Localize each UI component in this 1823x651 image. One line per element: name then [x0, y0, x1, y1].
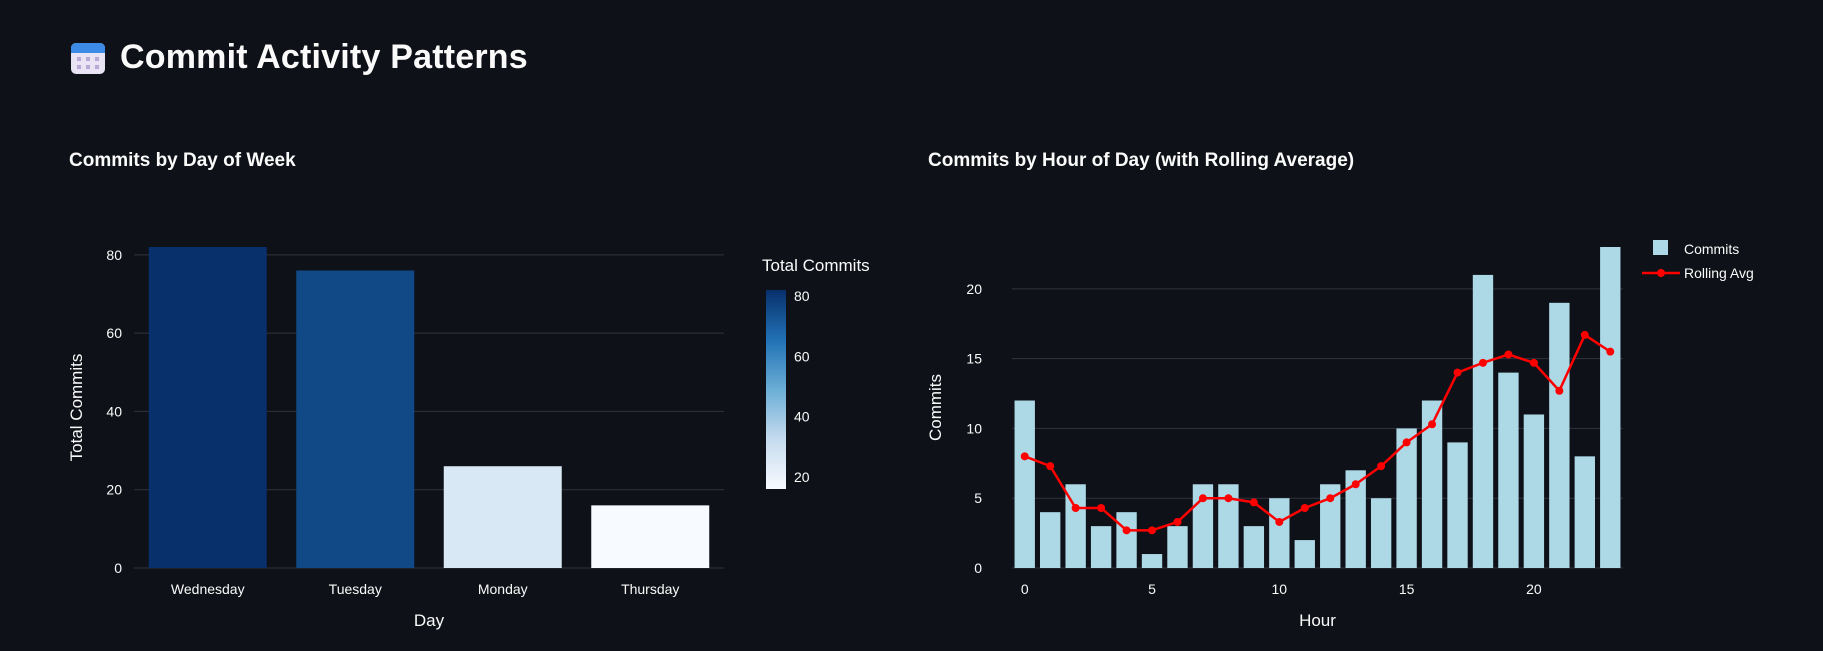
rolling-avg-point: [1326, 494, 1335, 503]
y-tick-label: 80: [106, 247, 122, 263]
bar-hour-23: [1600, 247, 1621, 568]
bar-hour-15: [1396, 428, 1417, 568]
calendar-icon: [71, 42, 105, 74]
rolling-avg-point: [1148, 526, 1157, 535]
bar-hour-16: [1421, 400, 1443, 568]
x-tick-label: 5: [1148, 581, 1156, 597]
y-tick-label: 0: [114, 560, 122, 576]
bar-hour-0: [1014, 400, 1035, 568]
bar-hour-18: [1472, 274, 1494, 568]
rolling-avg-point: [1555, 386, 1564, 395]
y-tick-label: 5: [974, 490, 982, 506]
rolling-avg-point: [1122, 526, 1131, 535]
x-tick-label: Thursday: [621, 581, 679, 597]
colorbar-gradient: [766, 290, 786, 489]
legend-label-rolling-avg: Rolling Avg: [1684, 265, 1754, 281]
rolling-avg-line: [1024, 333, 1611, 532]
bar-hour-8: [1218, 484, 1239, 568]
y-tick-label: 10: [966, 420, 982, 436]
y-tick-label: 60: [106, 325, 122, 341]
rolling-avg-point: [1198, 494, 1207, 503]
colorbar-tick-label: 40: [794, 409, 810, 425]
rolling-avg-point: [1428, 420, 1437, 429]
rolling-avg-point: [1097, 503, 1106, 512]
y-tick-label: 20: [106, 482, 122, 498]
x-tick-label: 0: [1021, 581, 1029, 597]
rolling-avg-point: [1453, 368, 1462, 377]
bar-hour-9: [1243, 526, 1265, 568]
x-axis-label: Day: [414, 611, 445, 630]
rolling-avg-point: [1402, 438, 1411, 447]
bar-hour-2: [1065, 484, 1086, 568]
bar-hour-4: [1116, 512, 1137, 568]
bar-hour-14: [1370, 498, 1392, 568]
bar-hour-22: [1574, 456, 1595, 568]
y-tick-label: 40: [106, 403, 122, 419]
y-tick-label: 15: [966, 351, 982, 367]
x-tick-label: 10: [1272, 581, 1288, 597]
bar-wednesday: [148, 247, 267, 568]
colorbar-tick-label: 60: [794, 348, 810, 364]
y-axis-label: Commits: [926, 374, 945, 441]
bar-hour-6: [1167, 526, 1188, 568]
rolling-avg-point: [1351, 480, 1360, 489]
bar-thursday: [591, 505, 710, 568]
y-tick-label: 0: [974, 560, 982, 576]
bar-hour-7: [1192, 484, 1214, 568]
rolling-avg-point: [1071, 503, 1080, 512]
y-tick-label: 20: [966, 281, 982, 297]
bar-hour-1: [1040, 512, 1061, 568]
bar-tuesday: [296, 270, 415, 568]
legend-swatch-commits: [1653, 240, 1668, 255]
bar-hour-5: [1141, 554, 1163, 568]
day-of-week-chart: 0 20 40 60 80 Wednesday Tuesday Monday Thursday D…: [67, 247, 870, 630]
bar-hour-21: [1549, 302, 1570, 568]
rolling-avg-point: [1580, 330, 1589, 339]
bar-hour-17: [1447, 442, 1468, 568]
bar-hour-12: [1320, 484, 1341, 568]
bar-hour-13: [1345, 470, 1366, 568]
rolling-avg-point: [1249, 498, 1258, 507]
x-tick-label: Tuesday: [329, 581, 382, 597]
bar-hour-20: [1523, 414, 1545, 568]
rolling-avg-point: [1300, 503, 1309, 512]
rolling-avg-point: [1224, 494, 1233, 503]
y-axis-label: Total Commits: [67, 354, 86, 462]
bar-hour-3: [1090, 526, 1112, 568]
x-tick-label: 15: [1399, 581, 1415, 597]
colorbar-tick-label: 20: [794, 469, 810, 485]
bar-monday: [443, 466, 562, 568]
rolling-avg-point: [1377, 462, 1386, 471]
legend-marker-rolling-avg: [1657, 269, 1665, 277]
x-tick-label: Monday: [478, 581, 528, 597]
x-tick-label: 20: [1526, 581, 1542, 597]
colorbar-title: Total Commits: [762, 256, 870, 275]
rolling-avg-point: [1046, 462, 1055, 471]
rolling-avg-point: [1606, 347, 1615, 356]
page-header: Commit Activity Patterns: [70, 38, 528, 77]
hour-of-day-chart: 0 5 10 15 20 0 5 10 15 20 Hour Commits Commits Rollin…: [926, 240, 1754, 630]
hour-chart-title: Commits by Hour of Day (with Rolling Ave…: [928, 150, 1355, 171]
page-title: Commit Activity Patterns: [120, 38, 528, 76]
rolling-avg-point: [1529, 358, 1538, 367]
bar-hour-10: [1269, 498, 1290, 568]
legend-label-commits: Commits: [1684, 241, 1739, 257]
colorbar-tick-label: 80: [794, 288, 810, 304]
bar-hour-11: [1294, 540, 1315, 568]
x-axis-label: Hour: [1299, 611, 1336, 630]
day-chart-title: Commits by Day of Week: [69, 150, 296, 171]
rolling-avg-point: [1275, 517, 1284, 526]
legend: Commits Rolling Avg: [1642, 240, 1754, 281]
bar-hour-19: [1498, 372, 1519, 568]
rolling-avg-point: [1173, 517, 1182, 526]
x-tick-label: Wednesday: [171, 581, 245, 597]
rolling-avg-point: [1504, 350, 1513, 359]
rolling-avg-point: [1020, 452, 1029, 461]
rolling-avg-point: [1478, 358, 1487, 367]
